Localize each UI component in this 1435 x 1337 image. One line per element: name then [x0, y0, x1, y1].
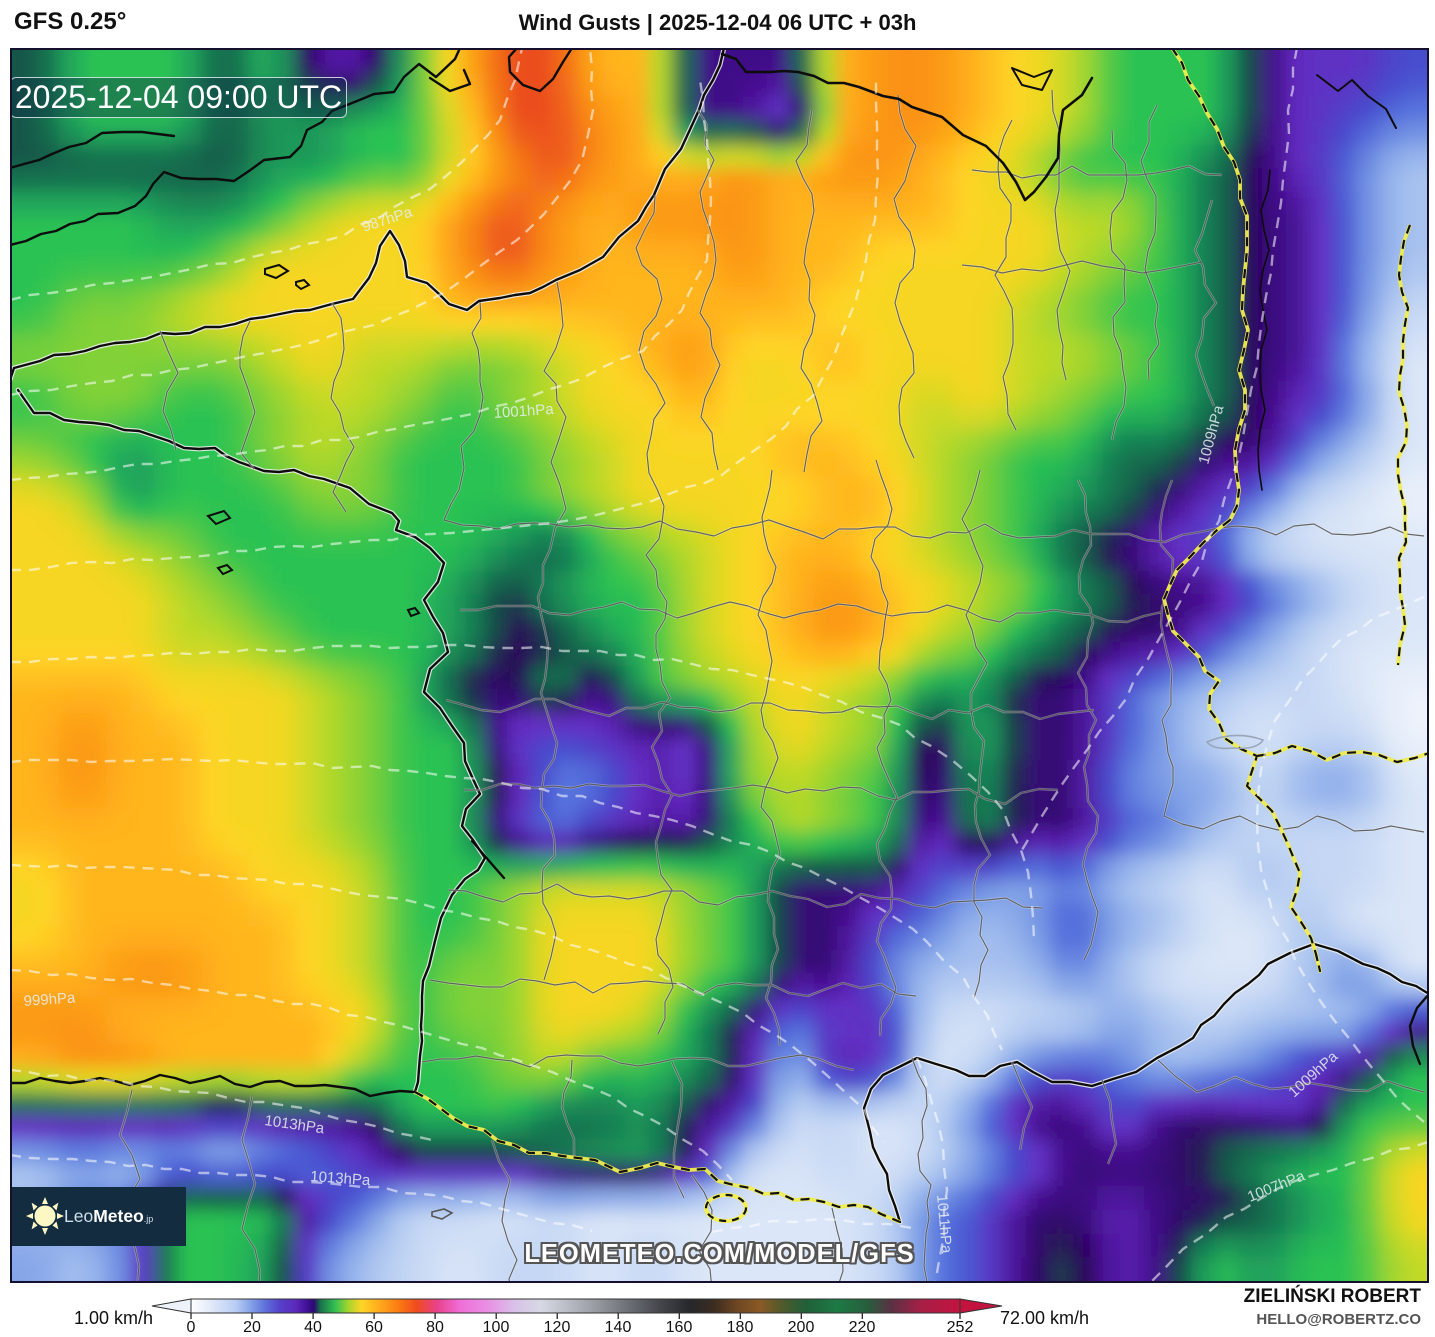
svg-text:999hPa: 999hPa: [23, 989, 76, 1010]
svg-text:1013hPa: 1013hPa: [310, 1168, 372, 1189]
svg-text:1001hPa: 1001hPa: [493, 401, 555, 422]
svg-text:1011hPa: 1011hPa: [933, 1194, 955, 1255]
svg-text:LeoMeteo.jp: LeoMeteo.jp: [64, 1206, 153, 1226]
